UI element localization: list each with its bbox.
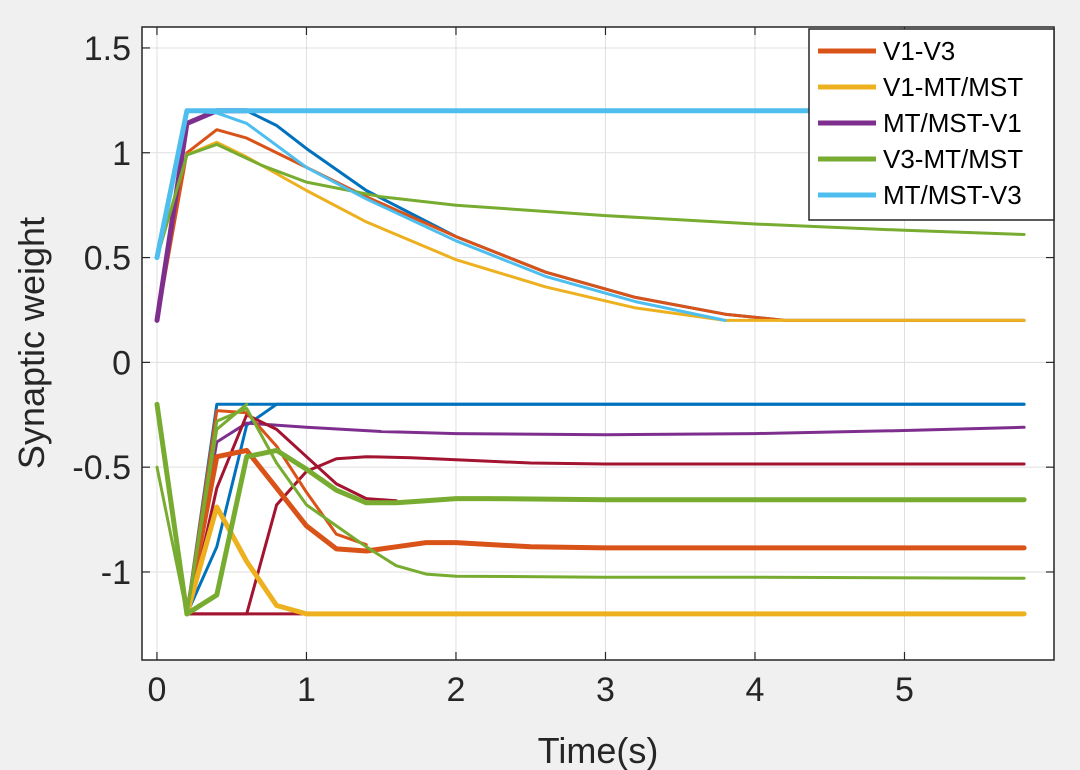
series-line xyxy=(155,128,1026,322)
x-axis-label: Time(s) xyxy=(538,730,659,770)
series-line xyxy=(185,402,249,616)
y-tick-label: -0.5 xyxy=(72,449,131,487)
series-line xyxy=(184,504,1027,617)
series-line xyxy=(154,108,1027,261)
x-tick-label: 3 xyxy=(596,671,615,709)
series-line xyxy=(155,142,1026,260)
y-tick-label: 1 xyxy=(112,135,131,173)
series-line xyxy=(154,401,1027,617)
x-tick-label: 1 xyxy=(297,671,316,709)
series-line xyxy=(185,413,398,616)
legend: V1-V3 V1-MT/MST MT/MST-V1 V3-MT/MST MT/MST-V… xyxy=(808,28,1055,221)
legend-label: V3-MT/MST xyxy=(883,144,1023,174)
series-group xyxy=(154,108,1027,617)
legend-label: MT/MST-V3 xyxy=(883,180,1022,210)
legend-label: V1-V3 xyxy=(883,36,955,66)
x-tick-label: 2 xyxy=(447,671,466,709)
series-line xyxy=(185,421,1026,616)
legend-label: V1-MT/MST xyxy=(883,72,1023,102)
legend-label: MT/MST-V1 xyxy=(883,108,1022,138)
plot-frame xyxy=(141,26,1055,661)
y-tick-label: 0 xyxy=(112,344,131,382)
y-tick-label: 0.5 xyxy=(84,240,131,278)
x-tick-label: 5 xyxy=(895,671,914,709)
y-tick-label: 1.5 xyxy=(84,30,131,68)
series-line xyxy=(185,409,368,616)
series-line xyxy=(155,407,1026,616)
y-axis-label: Synaptic weight xyxy=(11,217,52,469)
axis-ticks: 0 1 2 3 4 5 -1 -0.5 0 0.5 1 1.5 xyxy=(72,27,1054,709)
x-tick-label: 0 xyxy=(147,671,166,709)
x-tick-label: 4 xyxy=(746,671,765,709)
y-tick-label: -1 xyxy=(101,554,131,592)
series-line xyxy=(185,402,1026,616)
series-line xyxy=(185,455,1026,616)
